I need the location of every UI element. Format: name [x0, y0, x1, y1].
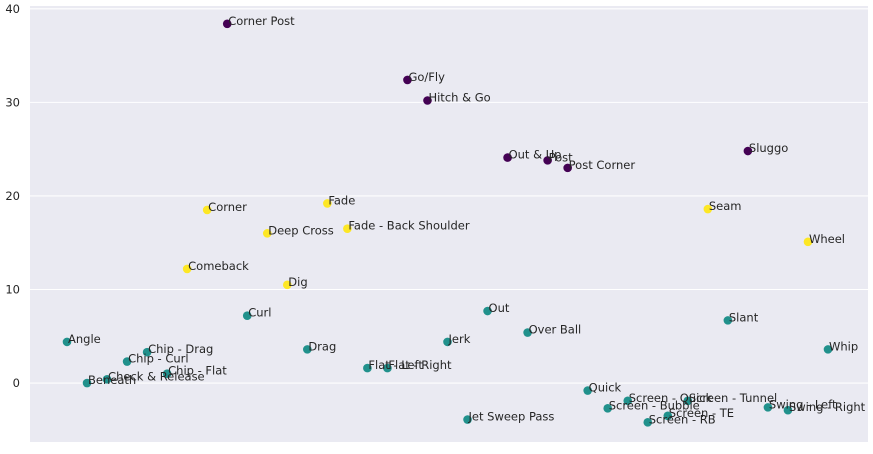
y-tick-label: 20 — [5, 189, 20, 203]
scatter-point — [683, 396, 693, 406]
scatter-point — [643, 418, 653, 427]
point-label: Drag — [308, 339, 336, 353]
point-label: Screen - Tunnel — [689, 391, 777, 405]
point-label: Out & Up — [509, 148, 562, 162]
data-points — [62, 19, 833, 427]
point-label: Post Corner — [569, 158, 636, 172]
scatter-point — [603, 404, 613, 413]
scatter-point — [202, 205, 212, 215]
point-label: Angle — [68, 332, 101, 346]
point-label: Wheel — [809, 232, 845, 246]
scatter-point — [463, 415, 472, 424]
point-label: Whip — [829, 339, 858, 353]
point-label: Post — [549, 150, 574, 164]
point-label: Corner — [208, 200, 247, 214]
scatter-point — [323, 199, 332, 208]
grid-lines — [30, 8, 868, 384]
scatter-point — [423, 96, 432, 105]
point-label: Corner Post — [228, 14, 295, 28]
scatter-point — [102, 375, 112, 384]
point-label: Over Ball — [529, 323, 582, 337]
scatter-point — [823, 345, 833, 354]
point-label: Sluggo — [749, 141, 788, 155]
scatter-point — [282, 280, 292, 290]
scatter-point — [242, 311, 252, 320]
scatter-point — [803, 237, 813, 247]
point-label: Chip - Drag — [148, 342, 213, 356]
point-label: Out — [489, 301, 510, 315]
scatter-point — [383, 363, 392, 373]
point-label: Deep Cross — [268, 223, 334, 237]
y-tick-label: 40 — [5, 2, 20, 16]
point-label: Swing - Left — [769, 397, 837, 411]
point-label: Hitch & Go — [428, 90, 490, 104]
scatter-point — [723, 316, 733, 325]
scatter-point — [503, 153, 512, 162]
point-label: Screen - RB — [649, 412, 716, 426]
point-label: Chip - Curl — [128, 352, 189, 366]
y-tick-label: 10 — [5, 282, 20, 296]
scatter-point — [443, 337, 452, 347]
scatter-point — [303, 345, 312, 354]
y-tick-labels: 0 10 20 30 40 — [5, 2, 20, 390]
point-label: Jerk — [448, 332, 471, 346]
scatter-point — [363, 363, 372, 373]
point-label: Chip - Flat — [168, 364, 227, 378]
y-tick-label: 0 — [13, 376, 20, 390]
scatter-point — [743, 146, 753, 156]
scatter-point — [483, 306, 492, 316]
scatter-point — [82, 378, 92, 388]
point-label: Dig — [288, 275, 307, 289]
point-label: Screen - TE — [669, 406, 734, 420]
scatter-point — [763, 403, 773, 412]
plot-area — [30, 6, 868, 442]
point-label: Comeback — [188, 259, 249, 273]
scatter-point — [563, 163, 572, 173]
point-label: Go/Fly — [408, 70, 445, 84]
point-label: Slant — [729, 310, 759, 324]
scatter-point — [663, 411, 673, 421]
point-label: Fade - Back Shoulder — [348, 219, 469, 233]
scatter-point — [623, 396, 633, 406]
point-label: Quick — [589, 381, 622, 395]
point-label: Beneath — [88, 373, 136, 387]
scatter-point — [783, 405, 793, 415]
point-label: Curl — [248, 306, 271, 320]
scatter-point — [262, 229, 272, 238]
scatter-point — [403, 75, 412, 85]
scatter-point — [62, 337, 72, 347]
scatter-point — [162, 369, 172, 378]
point-label: Flat - Left — [368, 358, 423, 372]
scatter-point — [182, 264, 192, 274]
point-label: Seam — [709, 199, 742, 213]
point-label: Jet Sweep Pass — [468, 410, 555, 424]
scatter-point — [523, 328, 532, 337]
point-label: Swing - Right — [789, 400, 866, 414]
scatter-point — [703, 204, 713, 214]
point-label: Screen - Quick — [629, 391, 713, 405]
point-label: Fade — [328, 193, 355, 207]
scatter-point — [583, 386, 592, 395]
scatter-point — [222, 19, 232, 29]
scatter-point — [543, 156, 552, 165]
point-label: Flat - Right — [388, 358, 452, 372]
y-tick-label: 30 — [5, 95, 20, 109]
scatter-point — [343, 224, 352, 233]
point-label: Check & Release — [108, 369, 205, 383]
scatter-point — [122, 357, 132, 366]
point-label: Screen - Bubble — [609, 398, 700, 412]
scatter-point — [142, 347, 152, 357]
